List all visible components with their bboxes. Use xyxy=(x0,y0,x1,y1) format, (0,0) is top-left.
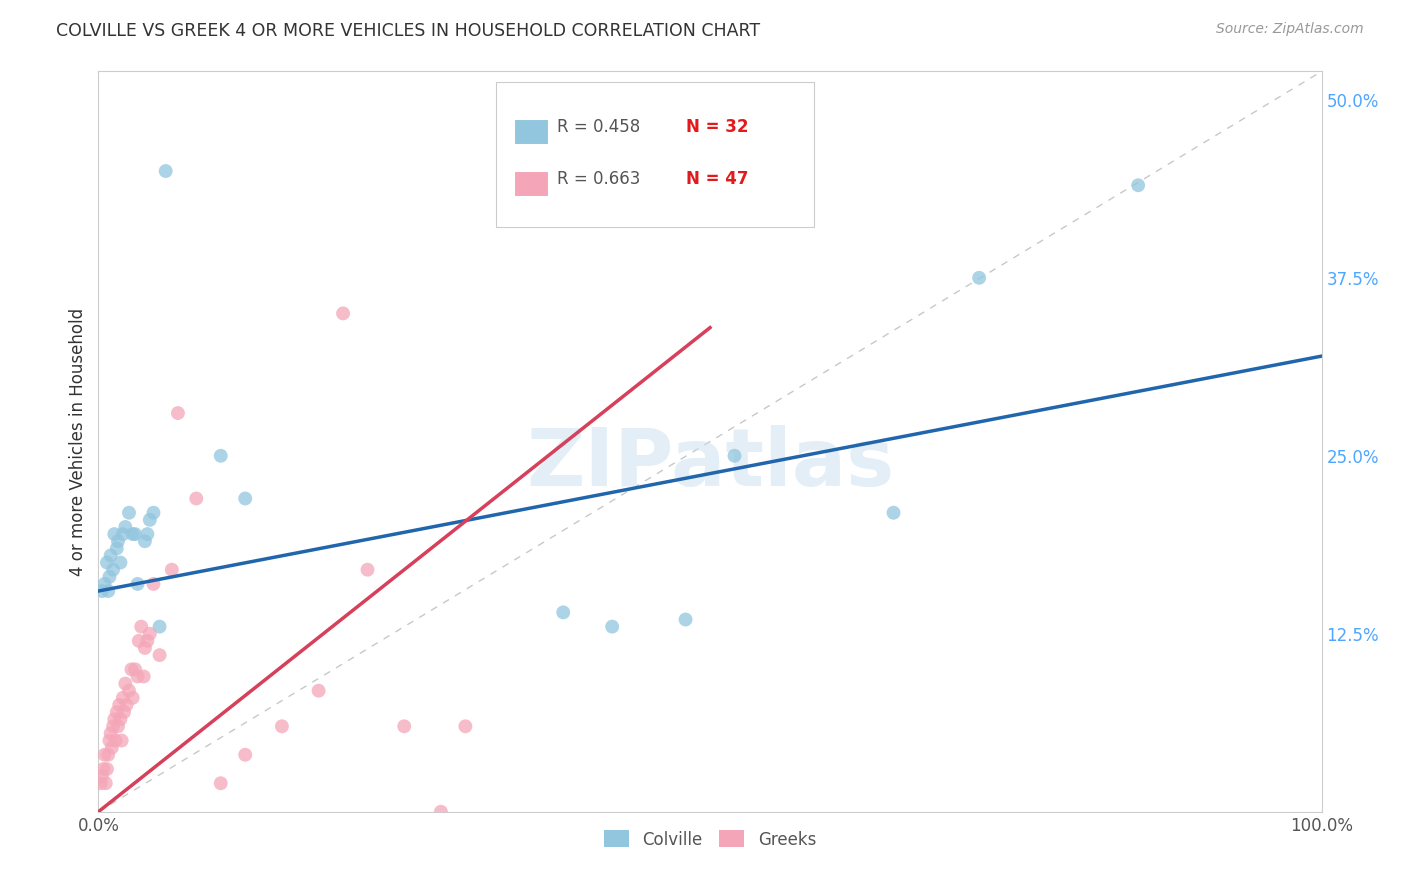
Text: R = 0.663: R = 0.663 xyxy=(557,169,641,187)
Point xyxy=(101,719,124,733)
Point xyxy=(136,527,159,541)
Point xyxy=(430,805,453,819)
Point xyxy=(93,577,115,591)
Point xyxy=(111,527,134,541)
Point xyxy=(100,726,122,740)
Point xyxy=(308,683,330,698)
Point xyxy=(91,769,114,783)
Point xyxy=(139,513,162,527)
Point xyxy=(233,491,256,506)
Point xyxy=(128,633,150,648)
Point xyxy=(96,762,118,776)
Point xyxy=(356,563,378,577)
Point xyxy=(454,719,477,733)
Point xyxy=(127,669,149,683)
Point xyxy=(1128,178,1150,193)
Point xyxy=(103,712,125,726)
Point xyxy=(96,556,118,570)
Point xyxy=(149,619,172,633)
FancyBboxPatch shape xyxy=(515,120,548,145)
Point xyxy=(124,662,146,676)
Point xyxy=(91,584,114,599)
Point xyxy=(209,776,232,790)
Text: Source: ZipAtlas.com: Source: ZipAtlas.com xyxy=(1216,22,1364,37)
Point xyxy=(104,733,127,747)
Point xyxy=(600,619,623,633)
Point xyxy=(883,506,905,520)
Point xyxy=(139,626,162,640)
Point xyxy=(107,534,129,549)
Point xyxy=(127,577,149,591)
Point xyxy=(553,606,575,620)
Point xyxy=(129,619,152,633)
Point xyxy=(108,698,131,712)
Legend: Colville, Greeks: Colville, Greeks xyxy=(598,823,823,855)
Point xyxy=(723,449,745,463)
Point xyxy=(114,676,136,690)
Point xyxy=(90,776,112,790)
Point xyxy=(107,719,129,733)
Point xyxy=(105,541,128,556)
Text: N = 32: N = 32 xyxy=(686,118,748,136)
Text: ZIPatlas: ZIPatlas xyxy=(526,425,894,503)
Point xyxy=(675,613,697,627)
Point xyxy=(142,506,165,520)
Point xyxy=(121,690,143,705)
Text: COLVILLE VS GREEK 4 OR MORE VEHICLES IN HOUSEHOLD CORRELATION CHART: COLVILLE VS GREEK 4 OR MORE VEHICLES IN … xyxy=(56,22,761,40)
Point xyxy=(93,747,115,762)
Point xyxy=(186,491,208,506)
Point xyxy=(98,733,121,747)
Point xyxy=(115,698,138,712)
Point xyxy=(967,270,990,285)
Point xyxy=(270,719,294,733)
Point xyxy=(101,563,124,577)
Point xyxy=(136,633,159,648)
Point xyxy=(120,662,142,676)
Point xyxy=(98,570,121,584)
Point xyxy=(105,705,128,719)
Point xyxy=(97,747,120,762)
Point xyxy=(94,776,117,790)
Text: N = 47: N = 47 xyxy=(686,169,748,187)
Point xyxy=(111,733,134,747)
Point xyxy=(101,740,124,755)
Point xyxy=(112,705,135,719)
Point xyxy=(103,527,125,541)
Point xyxy=(160,563,183,577)
Point xyxy=(392,719,416,733)
Point xyxy=(233,747,256,762)
Point xyxy=(155,164,177,178)
Point xyxy=(118,506,141,520)
Point xyxy=(134,640,156,655)
Point xyxy=(91,762,114,776)
Point xyxy=(110,712,132,726)
Point xyxy=(111,690,134,705)
Y-axis label: 4 or more Vehicles in Household: 4 or more Vehicles in Household xyxy=(69,308,87,575)
Point xyxy=(167,406,190,420)
Point xyxy=(114,520,136,534)
Point xyxy=(149,648,172,662)
Point xyxy=(134,534,156,549)
Point xyxy=(124,527,146,541)
Text: R = 0.458: R = 0.458 xyxy=(557,118,640,136)
Point xyxy=(97,584,120,599)
Point xyxy=(118,683,141,698)
Point xyxy=(142,577,165,591)
Point xyxy=(332,306,354,320)
FancyBboxPatch shape xyxy=(515,171,548,197)
Point xyxy=(121,527,143,541)
FancyBboxPatch shape xyxy=(496,82,814,227)
Point xyxy=(100,549,122,563)
Point xyxy=(209,449,232,463)
Point xyxy=(132,669,155,683)
Point xyxy=(110,556,132,570)
